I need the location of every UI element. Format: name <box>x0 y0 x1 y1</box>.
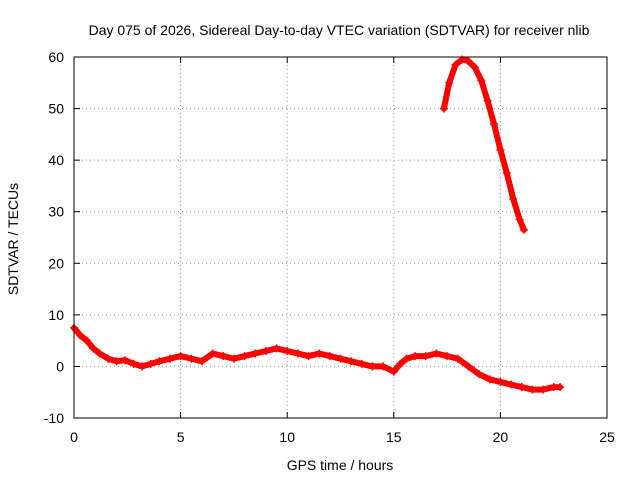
axis-ticks: 0 5 10 15 20 25 -10 0 10 20 30 40 50 60 <box>44 49 615 445</box>
data-point <box>451 60 460 69</box>
y-tick-label: 50 <box>48 101 64 117</box>
data-point <box>517 383 526 392</box>
y-axis-label: SDTVAR / TECUs <box>5 183 21 295</box>
data-point <box>483 96 492 105</box>
data-point <box>283 346 292 355</box>
data-point <box>357 359 366 368</box>
data-point <box>82 336 91 345</box>
y-tick-label: 60 <box>48 49 64 65</box>
data-point <box>187 354 196 363</box>
data-point <box>336 354 345 363</box>
data-point <box>470 63 479 72</box>
x-tick-label: 25 <box>599 429 615 445</box>
data-point <box>368 362 377 371</box>
data-point <box>509 194 518 203</box>
data-point <box>507 380 516 389</box>
data-point <box>432 349 441 358</box>
data-point <box>304 352 313 361</box>
data-point <box>240 352 249 361</box>
data-point <box>208 349 217 358</box>
data-point <box>261 346 270 355</box>
data-point <box>347 357 356 366</box>
data-point <box>165 354 174 363</box>
data-point <box>439 104 448 113</box>
data-point <box>121 356 130 365</box>
data-point <box>556 383 565 392</box>
chart-title: Day 075 of 2026, Sidereal Day-to-day VTE… <box>89 22 590 38</box>
x-axis-label: GPS time / hours <box>287 457 394 473</box>
data-point <box>251 349 260 358</box>
y-tick-label: -10 <box>44 410 64 426</box>
data-point <box>229 354 238 363</box>
data-point <box>325 352 334 361</box>
series-satellite-arc-low <box>70 323 565 394</box>
data-point <box>477 76 486 85</box>
data-point <box>315 349 324 358</box>
data-point <box>219 352 228 361</box>
data-point <box>485 375 494 384</box>
data-point <box>496 145 505 154</box>
data-point <box>515 215 524 224</box>
data-point <box>539 385 548 394</box>
data-point <box>445 78 454 87</box>
data-point <box>411 352 420 361</box>
series-line <box>440 56 527 233</box>
data-point <box>155 357 164 366</box>
data-point <box>272 344 281 353</box>
data-point <box>528 385 537 394</box>
data-point <box>95 349 104 358</box>
plot-frame <box>73 56 608 419</box>
data-point <box>176 352 185 361</box>
data-point <box>389 367 398 376</box>
data-point <box>104 354 113 363</box>
data-point <box>519 225 528 234</box>
data-point <box>453 354 462 363</box>
data-point <box>464 362 473 371</box>
y-tick-label: 20 <box>48 255 64 271</box>
data-point <box>129 359 138 368</box>
x-tick-label: 15 <box>386 429 402 445</box>
data-point <box>402 354 411 363</box>
y-tick-label: 10 <box>48 307 64 323</box>
data-point <box>138 362 147 371</box>
data-point <box>496 377 505 386</box>
y-tick-label: 0 <box>56 358 64 374</box>
x-tick-label: 20 <box>493 429 509 445</box>
x-tick-label: 5 <box>177 429 185 445</box>
data-point <box>379 362 388 371</box>
data-point <box>112 357 121 366</box>
data-point <box>502 169 511 178</box>
data-point <box>197 357 206 366</box>
y-tick-label: 40 <box>48 152 64 168</box>
data-point <box>293 349 302 358</box>
data-point <box>475 370 484 379</box>
data-point <box>146 359 155 368</box>
y-tick-label: 30 <box>48 204 64 220</box>
x-tick-label: 10 <box>279 429 295 445</box>
x-tick-label: 0 <box>70 429 78 445</box>
data-point <box>464 57 473 66</box>
data-point <box>89 344 98 353</box>
data-point <box>443 352 452 361</box>
data-point <box>421 352 430 361</box>
data-point <box>76 331 85 340</box>
data-point <box>396 359 405 368</box>
data-point <box>490 120 499 129</box>
